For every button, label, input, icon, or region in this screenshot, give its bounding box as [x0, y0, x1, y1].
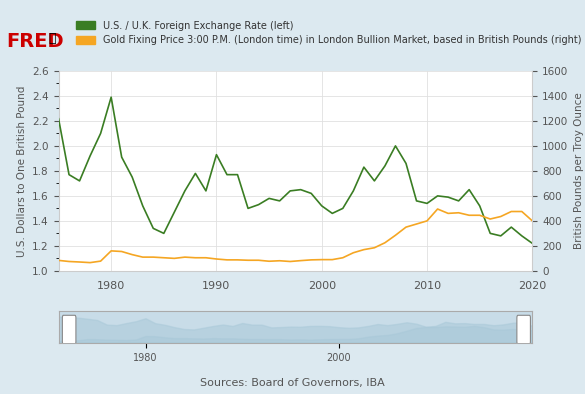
Text: 📈: 📈	[48, 32, 56, 45]
Y-axis label: U.S. Dollars to One British Pound: U.S. Dollars to One British Pound	[16, 85, 26, 256]
FancyBboxPatch shape	[63, 315, 76, 344]
FancyBboxPatch shape	[517, 315, 531, 344]
Text: FRED: FRED	[6, 32, 64, 50]
Y-axis label: British Pounds per Troy Ounce: British Pounds per Troy Ounce	[574, 93, 584, 249]
Legend: U.S. / U.K. Foreign Exchange Rate (left), Gold Fixing Price 3:00 P.M. (London ti: U.S. / U.K. Foreign Exchange Rate (left)…	[72, 17, 585, 49]
Text: Sources: Board of Governors, IBA: Sources: Board of Governors, IBA	[200, 378, 385, 388]
